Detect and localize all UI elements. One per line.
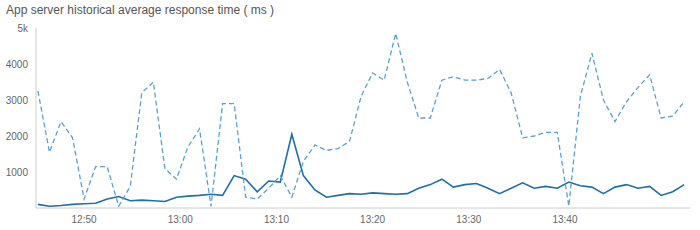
svg-text:13:20: 13:20 [360, 214, 385, 225]
svg-text:1000: 1000 [6, 167, 29, 178]
svg-text:5k: 5k [17, 23, 29, 34]
svg-text:13:10: 13:10 [264, 214, 289, 225]
html-text:App server historical average: App server historical average response t… [6, 3, 275, 17]
svg-text:13:40: 13:40 [552, 214, 577, 225]
svg-text:13:00: 13:00 [168, 214, 193, 225]
svg-text:2000: 2000 [6, 131, 29, 142]
svg-text:4000: 4000 [6, 59, 29, 70]
svg-text:3000: 3000 [6, 95, 29, 106]
svg-text:12:50: 12:50 [72, 214, 97, 225]
svg-text:13:30: 13:30 [456, 214, 481, 225]
